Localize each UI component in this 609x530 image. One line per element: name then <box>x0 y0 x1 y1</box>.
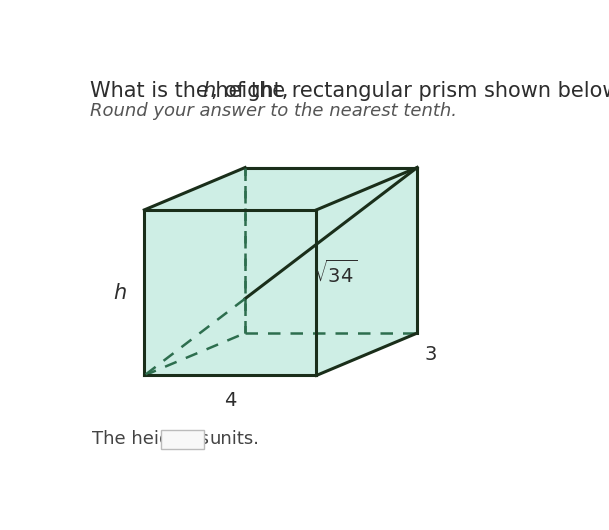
Polygon shape <box>316 167 417 375</box>
Text: units.: units. <box>209 430 259 448</box>
Polygon shape <box>144 167 417 210</box>
Text: $h$: $h$ <box>202 81 216 101</box>
Polygon shape <box>144 210 316 375</box>
Text: The height is: The height is <box>91 430 209 448</box>
Text: What is the height,: What is the height, <box>90 81 295 101</box>
Text: , of the rectangular prism shown below?: , of the rectangular prism shown below? <box>211 81 609 101</box>
Text: 3: 3 <box>425 345 437 364</box>
Text: Round your answer to the nearest tenth.: Round your answer to the nearest tenth. <box>90 102 457 120</box>
Text: $\sqrt{34}$: $\sqrt{34}$ <box>314 260 357 287</box>
FancyBboxPatch shape <box>161 430 204 448</box>
Text: $h$: $h$ <box>113 282 127 303</box>
Text: 4: 4 <box>224 391 236 410</box>
